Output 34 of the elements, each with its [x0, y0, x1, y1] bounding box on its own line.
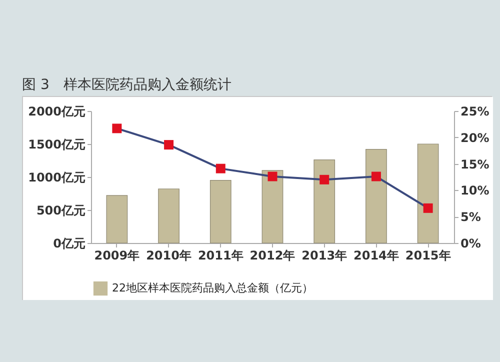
- bar: [106, 195, 128, 244]
- point: [371, 172, 381, 182]
- y2-tick-label: 20%: [460, 130, 490, 145]
- y2-tick-label: 5%: [460, 210, 481, 224]
- point: [320, 174, 330, 184]
- bar: [210, 180, 232, 244]
- y2-tick-label: 15%: [460, 157, 490, 172]
- bar: [314, 160, 336, 244]
- bar: [158, 188, 180, 244]
- y-tick-label: 1500亿元: [28, 138, 86, 152]
- x-tick-label: 2015年: [405, 248, 451, 262]
- y-tick-label: 2000亿元: [28, 104, 86, 118]
- chart-title: 图 3 样本医院药品购入金额统计: [22, 76, 232, 94]
- bar: [366, 148, 387, 244]
- point: [164, 140, 174, 150]
- point: [423, 203, 433, 213]
- bar: [417, 144, 439, 244]
- point: [268, 172, 278, 182]
- y2-tick-label: 25%: [460, 104, 490, 118]
- y-tick-label: 500亿元: [36, 204, 86, 218]
- x-tick-label: 2009年: [94, 248, 140, 262]
- x-tick-label: 2011年: [198, 248, 244, 262]
- point: [112, 124, 122, 134]
- y-tick-label: 0亿元: [53, 236, 86, 250]
- x-tick-label: 2012年: [250, 248, 296, 262]
- x-tick-label: 2014年: [354, 248, 399, 262]
- legend-label: 22地区样本医院药品购入总金额（亿元）: [112, 282, 313, 294]
- bar: [262, 170, 284, 244]
- point: [216, 164, 226, 174]
- x-tick-label: 2013年: [302, 248, 348, 262]
- x-tick-label: 2010年: [146, 248, 192, 262]
- y2-tick-label: 0%: [460, 236, 481, 250]
- y2-tick-label: 10%: [460, 184, 490, 198]
- y-tick-label: 1000亿元: [28, 170, 86, 184]
